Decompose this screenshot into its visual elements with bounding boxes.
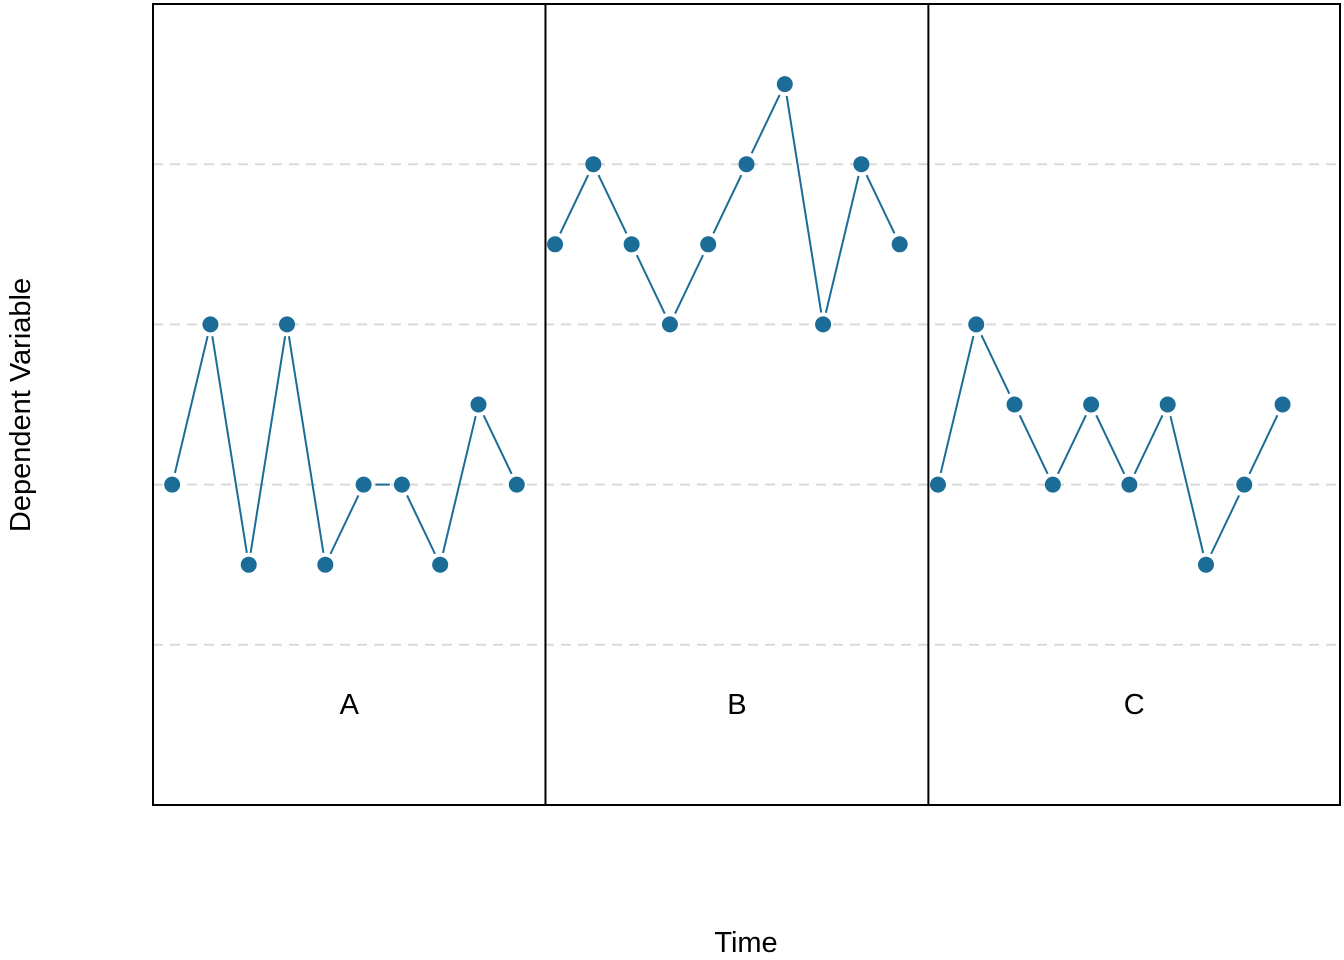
series-segment-b bbox=[824, 175, 860, 313]
data-point-a bbox=[202, 316, 219, 333]
gridlines bbox=[153, 163, 1340, 646]
data-point-c bbox=[1083, 396, 1100, 413]
series-segment-a bbox=[482, 414, 513, 475]
series-segment-b bbox=[559, 174, 590, 234]
series-segment-c bbox=[939, 335, 975, 474]
data-point-a bbox=[470, 396, 487, 413]
data-series bbox=[164, 76, 1291, 573]
data-point-a bbox=[279, 316, 296, 333]
data-point-b bbox=[853, 156, 870, 173]
series-segment-c bbox=[980, 334, 1011, 395]
series-segment-a bbox=[287, 336, 325, 554]
plot-border bbox=[152, 3, 1341, 806]
data-point-c bbox=[1197, 556, 1214, 573]
data-point-a bbox=[317, 556, 334, 573]
series-segment-c bbox=[1018, 414, 1049, 475]
data-point-a bbox=[355, 476, 372, 493]
series-segment-b bbox=[785, 95, 823, 313]
plot-frame bbox=[152, 3, 1341, 806]
series-segment-a bbox=[249, 336, 287, 554]
phase-label-c: C bbox=[1124, 689, 1145, 721]
series-segment-b bbox=[712, 174, 743, 234]
series-segment-a bbox=[329, 494, 360, 555]
data-point-b bbox=[700, 236, 717, 253]
data-point-b bbox=[815, 316, 832, 333]
data-point-c bbox=[968, 316, 985, 333]
data-point-b bbox=[661, 316, 678, 333]
series-segment-c bbox=[1169, 415, 1205, 554]
series-segment-b bbox=[674, 254, 704, 315]
data-point-b bbox=[585, 156, 602, 173]
series-segment-c bbox=[1210, 494, 1241, 555]
data-point-b bbox=[891, 236, 908, 253]
data-point-b bbox=[547, 236, 564, 253]
data-point-c bbox=[1044, 476, 1061, 493]
data-point-b bbox=[623, 236, 640, 253]
data-point-a bbox=[164, 476, 181, 493]
data-point-b bbox=[776, 76, 793, 93]
series-segment-b bbox=[597, 174, 628, 234]
series-segment-b bbox=[635, 254, 666, 315]
series-segment-b bbox=[865, 174, 896, 234]
series-segment-b bbox=[750, 94, 781, 154]
data-point-c bbox=[929, 476, 946, 493]
data-point-a bbox=[508, 476, 525, 493]
series-segment-c bbox=[1095, 414, 1126, 475]
data-point-a bbox=[393, 476, 410, 493]
series-segment-a bbox=[173, 335, 209, 474]
data-point-c bbox=[1236, 476, 1253, 493]
data-point-c bbox=[1159, 396, 1176, 413]
data-point-b bbox=[738, 156, 755, 173]
series-segment-a bbox=[441, 415, 477, 554]
data-point-a bbox=[432, 556, 449, 573]
series-segment-c bbox=[1248, 414, 1279, 475]
data-point-a bbox=[240, 556, 257, 573]
data-point-c bbox=[1121, 476, 1138, 493]
series-segment-a bbox=[406, 494, 436, 555]
series-segment-c bbox=[1133, 414, 1164, 475]
data-point-c bbox=[1006, 396, 1023, 413]
phase-labels: A B C bbox=[340, 689, 1145, 721]
phase-label-b: B bbox=[727, 689, 746, 721]
series-segment-c bbox=[1057, 414, 1087, 475]
series-segment-a bbox=[211, 336, 248, 554]
data-point-c bbox=[1274, 396, 1291, 413]
y-axis-title: Dependent Variable bbox=[5, 278, 37, 532]
x-axis-title: Time bbox=[714, 927, 777, 959]
phase-label-a: A bbox=[340, 689, 360, 721]
